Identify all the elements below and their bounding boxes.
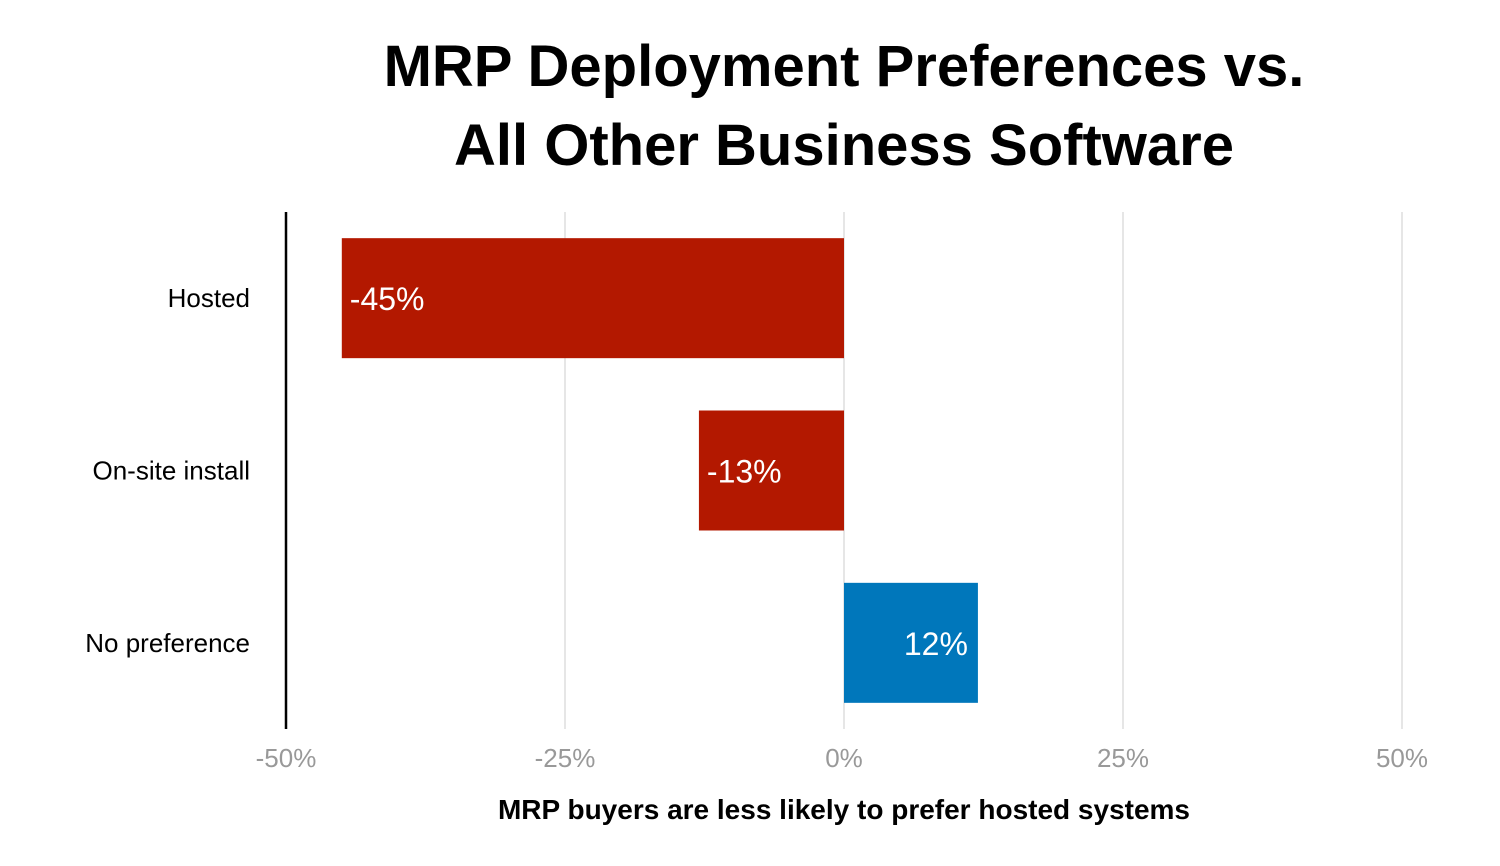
data-label: -13%: [707, 454, 782, 490]
x-tick-label: 25%: [1097, 743, 1149, 773]
x-axis-label: MRP buyers are less likely to prefer hos…: [498, 794, 1190, 825]
category-label: On-site install: [93, 456, 251, 486]
data-label: 12%: [904, 626, 968, 662]
bar: [341, 238, 844, 359]
data-label: -45%: [350, 281, 425, 317]
x-tick-label: 0%: [825, 743, 863, 773]
bar: [844, 582, 978, 703]
x-tick-label: -50%: [256, 743, 317, 773]
category-label: No preference: [85, 628, 250, 658]
x-tick-label: -25%: [535, 743, 596, 773]
bar: [698, 410, 844, 531]
category-label: Hosted: [168, 283, 250, 313]
x-tick-label: 50%: [1376, 743, 1428, 773]
chart-title-line-2: All Other Business Software: [454, 113, 1234, 178]
chart-title-line-1: MRP Deployment Preferences vs.: [384, 34, 1305, 99]
